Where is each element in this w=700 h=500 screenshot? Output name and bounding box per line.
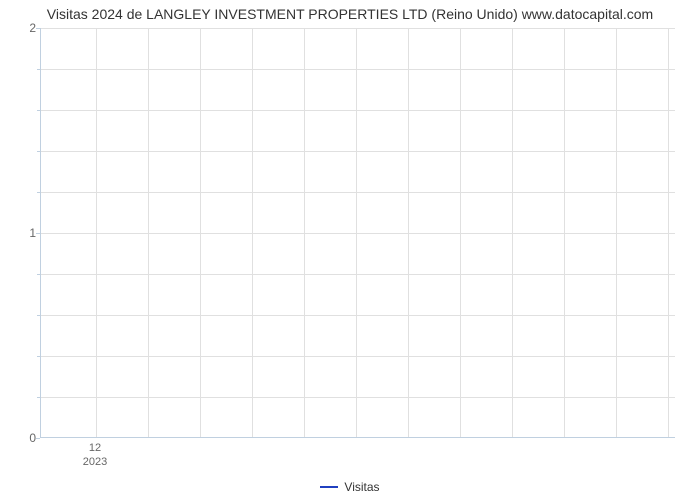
vgrid-minor xyxy=(564,28,565,437)
xtick-year: 2023 xyxy=(83,456,107,468)
xtick-month: 12 xyxy=(89,442,101,454)
hgrid-minor xyxy=(41,315,675,316)
hgrid-minor xyxy=(41,397,675,398)
hgrid-minor xyxy=(41,69,675,70)
vgrid-minor xyxy=(356,28,357,437)
vgrid-minor xyxy=(512,28,513,437)
ytick-label: 0 xyxy=(18,431,36,445)
hgrid-major xyxy=(41,233,675,234)
ytick-mark xyxy=(36,233,40,234)
vgrid-minor xyxy=(200,28,201,437)
ytick-mark xyxy=(36,28,40,29)
legend: Visitas xyxy=(0,479,700,494)
ytick-minor-mark xyxy=(37,69,40,70)
chart-title: Visitas 2024 de LANGLEY INVESTMENT PROPE… xyxy=(0,6,700,22)
ytick-minor-mark xyxy=(37,356,40,357)
ytick-mark xyxy=(36,438,40,439)
vgrid-major xyxy=(96,28,97,437)
ytick-label: 1 xyxy=(18,226,36,240)
ytick-minor-mark xyxy=(37,151,40,152)
vgrid-minor xyxy=(668,28,669,437)
ytick-label: 2 xyxy=(18,21,36,35)
ytick-minor-mark xyxy=(37,315,40,316)
vgrid-minor xyxy=(148,28,149,437)
hgrid-minor xyxy=(41,356,675,357)
legend-swatch xyxy=(320,486,338,488)
vgrid-minor xyxy=(252,28,253,437)
hgrid-minor xyxy=(41,110,675,111)
hgrid-minor xyxy=(41,151,675,152)
hgrid-minor xyxy=(41,192,675,193)
vgrid-minor xyxy=(616,28,617,437)
vgrid-minor xyxy=(304,28,305,437)
hgrid-major xyxy=(41,28,675,29)
chart-container: Visitas 2024 de LANGLEY INVESTMENT PROPE… xyxy=(0,0,700,500)
vgrid-minor xyxy=(460,28,461,437)
ytick-minor-mark xyxy=(37,192,40,193)
plot-area xyxy=(40,28,675,438)
ytick-minor-mark xyxy=(37,110,40,111)
hgrid-minor xyxy=(41,274,675,275)
vgrid-minor xyxy=(408,28,409,437)
legend-label: Visitas xyxy=(344,480,379,494)
ytick-minor-mark xyxy=(37,274,40,275)
ytick-minor-mark xyxy=(37,397,40,398)
